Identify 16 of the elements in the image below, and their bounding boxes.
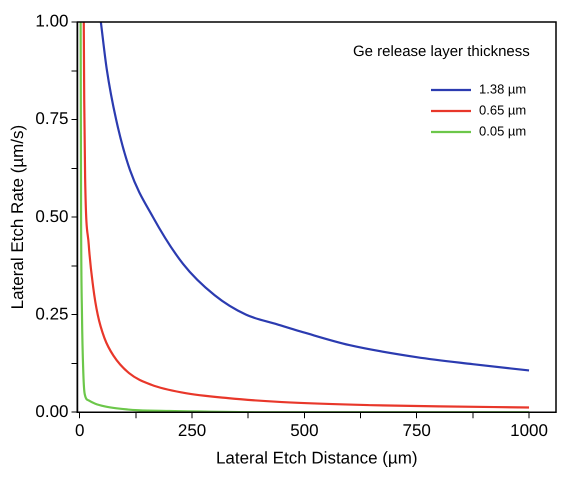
x-tick-label: 750 bbox=[402, 421, 431, 440]
legend-label: 0.65 µm bbox=[479, 102, 526, 118]
x-tick-label: 1000 bbox=[510, 421, 548, 440]
y-tick-label: 0.75 bbox=[35, 109, 68, 128]
legend-label: 0.05 µm bbox=[479, 124, 526, 139]
x-axis-title: Lateral Etch Distance (µm) bbox=[216, 448, 418, 468]
legend-title: Ge release layer thickness bbox=[353, 43, 530, 60]
x-tick-label: 0 bbox=[75, 421, 84, 440]
x-tick-label: 250 bbox=[178, 421, 206, 440]
y-tick-label: 0.50 bbox=[35, 206, 68, 226]
x-tick-label: 500 bbox=[290, 421, 319, 440]
legend-label: 1.38 µm bbox=[479, 82, 526, 97]
y-tick-label: 1.00 bbox=[35, 12, 68, 31]
y-axis-title: Lateral Etch Rate (µm/s) bbox=[8, 124, 27, 310]
y-tick-label: 0.00 bbox=[35, 402, 68, 421]
y-tick-label: 0.25 bbox=[35, 304, 68, 324]
